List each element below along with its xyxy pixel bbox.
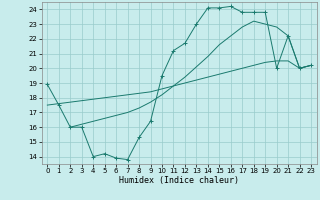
X-axis label: Humidex (Indice chaleur): Humidex (Indice chaleur) bbox=[119, 176, 239, 185]
